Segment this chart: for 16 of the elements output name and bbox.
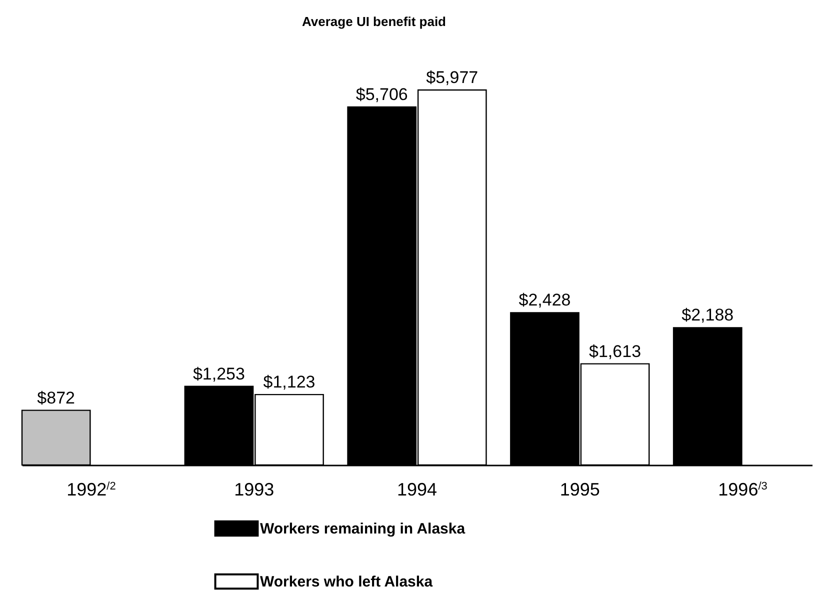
data-label: $1,613 [589, 342, 642, 361]
legend-label: Workers who left Alaska [260, 574, 434, 590]
data-label: $5,977 [426, 68, 478, 87]
x-tick-label: 1992$^{/2}$ [66, 480, 116, 500]
x-tick-label: 1995 [560, 480, 600, 500]
data-label: $2,188 [682, 306, 734, 325]
x-tick-label: 1994 [396, 480, 438, 500]
data-label: $1,123 [263, 372, 316, 392]
legend-label: Workers remaining in Alaska [260, 520, 466, 538]
chart-title: Average UI benefit paid [302, 14, 446, 29]
data-label: $2,428 [518, 290, 571, 310]
x-tick-label: 1996$^{/3}$ [718, 480, 768, 500]
data-label: $1,253 [192, 364, 245, 384]
data-label: $872 [37, 388, 75, 408]
data-label: $5,706 [356, 85, 408, 104]
x-tick-label: 1993 [234, 480, 274, 500]
